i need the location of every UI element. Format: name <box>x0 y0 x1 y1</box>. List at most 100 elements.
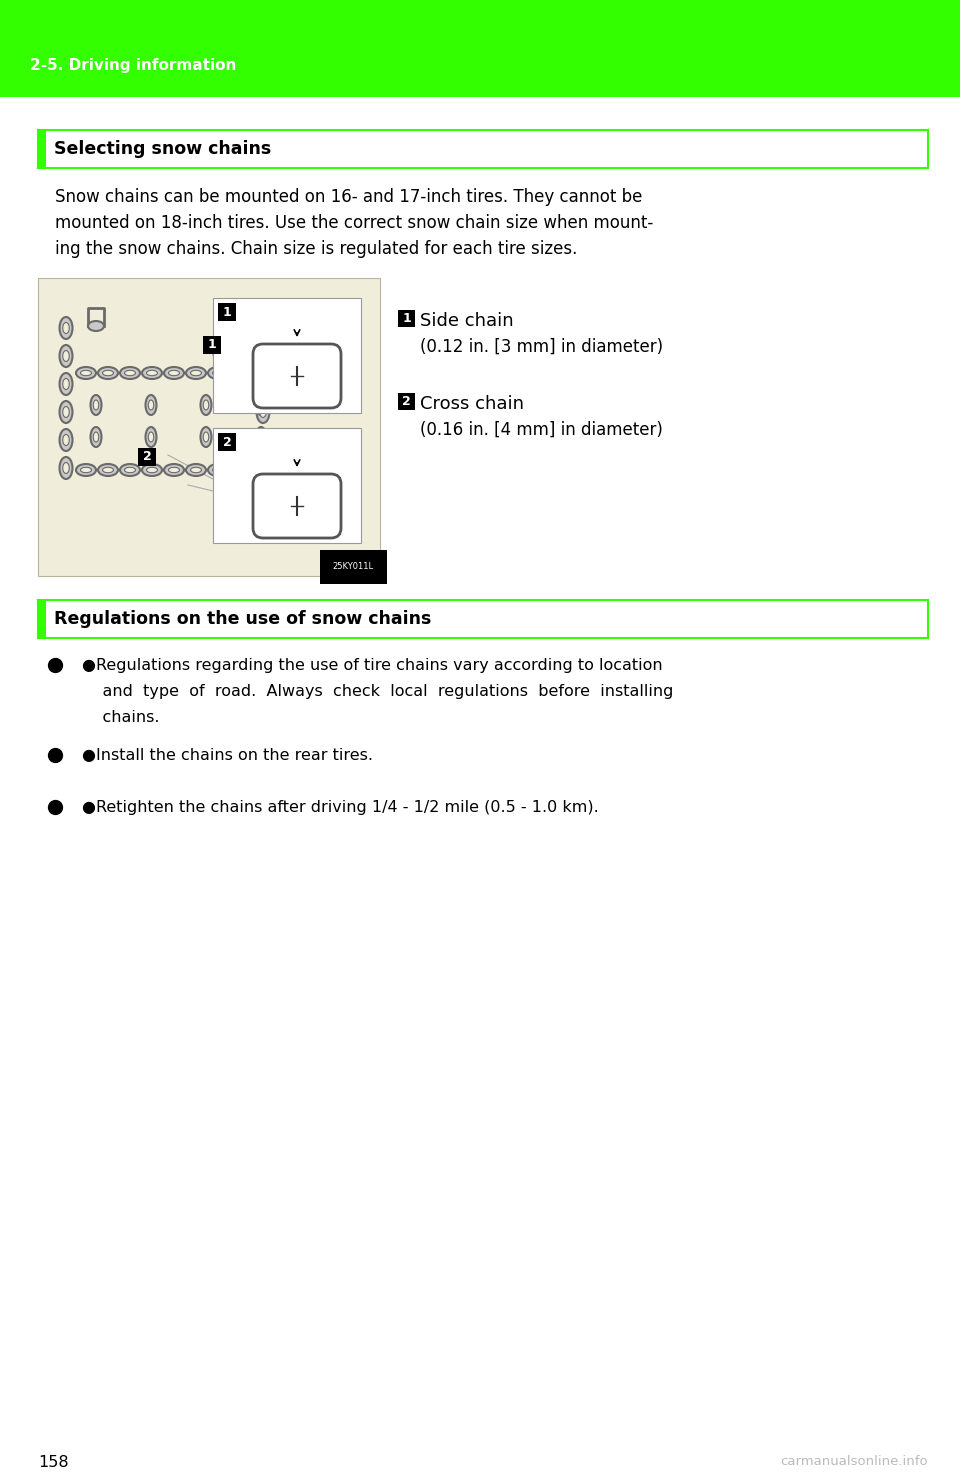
Ellipse shape <box>190 371 202 375</box>
Ellipse shape <box>260 350 266 362</box>
Ellipse shape <box>186 367 206 378</box>
Ellipse shape <box>60 401 73 423</box>
Ellipse shape <box>148 401 154 410</box>
Ellipse shape <box>81 467 91 473</box>
Ellipse shape <box>60 457 73 479</box>
Text: ●Retighten the chains after driving 1/4 - 1/2 mile (0.5 - 1.0 km).: ●Retighten the chains after driving 1/4 … <box>82 800 599 815</box>
Ellipse shape <box>260 378 266 389</box>
Ellipse shape <box>256 457 270 479</box>
Text: ●Install the chains on the rear tires.: ●Install the chains on the rear tires. <box>82 748 373 763</box>
Ellipse shape <box>164 464 184 476</box>
Ellipse shape <box>212 467 224 473</box>
Text: Side chain: Side chain <box>420 312 514 329</box>
Ellipse shape <box>260 435 266 445</box>
Text: 2-5. Driving information: 2-5. Driving information <box>30 58 236 73</box>
FancyBboxPatch shape <box>253 473 341 539</box>
Text: (0.12 in. [3 mm] in diameter): (0.12 in. [3 mm] in diameter) <box>420 338 663 356</box>
Text: ●Regulations regarding the use of tire chains vary according to location: ●Regulations regarding the use of tire c… <box>82 657 662 674</box>
Bar <box>218 303 236 321</box>
Text: Selecting snow chains: Selecting snow chains <box>54 139 272 157</box>
Ellipse shape <box>148 432 154 442</box>
Text: 1: 1 <box>223 306 231 319</box>
Ellipse shape <box>98 464 118 476</box>
Ellipse shape <box>186 464 206 476</box>
Ellipse shape <box>234 371 246 375</box>
Ellipse shape <box>93 401 99 410</box>
Ellipse shape <box>260 463 266 473</box>
Ellipse shape <box>201 427 211 447</box>
Ellipse shape <box>204 401 208 410</box>
Ellipse shape <box>204 432 208 442</box>
Ellipse shape <box>256 372 270 395</box>
Bar <box>138 448 156 466</box>
Ellipse shape <box>147 467 157 473</box>
Ellipse shape <box>230 367 250 378</box>
Text: 158: 158 <box>38 1454 68 1471</box>
Text: 1: 1 <box>402 312 411 325</box>
Ellipse shape <box>169 371 180 375</box>
Bar <box>203 335 221 355</box>
Bar <box>38 131 928 168</box>
Ellipse shape <box>90 427 102 447</box>
Ellipse shape <box>93 432 99 442</box>
Ellipse shape <box>90 395 102 416</box>
Ellipse shape <box>256 318 270 338</box>
Ellipse shape <box>146 395 156 416</box>
Bar <box>213 298 361 413</box>
Text: 2: 2 <box>143 451 152 463</box>
Ellipse shape <box>208 464 228 476</box>
Ellipse shape <box>60 344 73 367</box>
Ellipse shape <box>98 367 118 378</box>
Ellipse shape <box>201 395 211 416</box>
Ellipse shape <box>208 367 228 378</box>
Text: Snow chains can be mounted on 16- and 17-inch tires. They cannot be: Snow chains can be mounted on 16- and 17… <box>55 188 642 206</box>
Bar <box>398 310 415 326</box>
Text: Regulations on the use of snow chains: Regulations on the use of snow chains <box>54 610 431 628</box>
Ellipse shape <box>169 467 180 473</box>
Ellipse shape <box>255 395 267 416</box>
Ellipse shape <box>60 372 73 395</box>
Ellipse shape <box>258 401 264 410</box>
Ellipse shape <box>62 435 69 445</box>
Text: 25KY011L: 25KY011L <box>333 562 374 571</box>
Text: ing the snow chains. Chain size is regulated for each tire sizes.: ing the snow chains. Chain size is regul… <box>55 240 577 258</box>
Ellipse shape <box>142 464 162 476</box>
Bar <box>0 0 960 96</box>
Ellipse shape <box>258 432 264 442</box>
Ellipse shape <box>125 371 135 375</box>
Bar <box>38 131 46 168</box>
Bar <box>398 393 415 410</box>
Bar <box>38 600 928 638</box>
Text: and  type  of  road.  Always  check  local  regulations  before  installing: and type of road. Always check local reg… <box>82 684 673 699</box>
Ellipse shape <box>62 350 69 362</box>
Text: 1: 1 <box>207 338 216 352</box>
Text: mounted on 18-inch tires. Use the correct snow chain size when mount-: mounted on 18-inch tires. Use the correc… <box>55 214 653 232</box>
Ellipse shape <box>103 467 113 473</box>
Bar <box>38 600 46 638</box>
Bar <box>38 278 380 576</box>
Ellipse shape <box>88 321 104 331</box>
Ellipse shape <box>62 463 69 473</box>
Text: Cross chain: Cross chain <box>420 395 524 413</box>
Ellipse shape <box>103 371 113 375</box>
Ellipse shape <box>256 401 270 423</box>
Ellipse shape <box>256 344 270 367</box>
Bar <box>218 433 236 451</box>
Ellipse shape <box>260 322 266 334</box>
Text: (0.16 in. [4 mm] in diameter): (0.16 in. [4 mm] in diameter) <box>420 421 662 439</box>
Ellipse shape <box>62 407 69 417</box>
Text: 2: 2 <box>223 435 231 448</box>
Ellipse shape <box>256 429 270 451</box>
Text: carmanualsonline.info: carmanualsonline.info <box>780 1454 928 1468</box>
Ellipse shape <box>255 427 267 447</box>
Ellipse shape <box>120 464 140 476</box>
Ellipse shape <box>62 322 69 334</box>
Ellipse shape <box>60 429 73 451</box>
Ellipse shape <box>120 367 140 378</box>
Text: 2: 2 <box>402 395 411 408</box>
Ellipse shape <box>76 367 96 378</box>
Ellipse shape <box>147 371 157 375</box>
Bar <box>213 427 361 543</box>
Ellipse shape <box>164 367 184 378</box>
Ellipse shape <box>62 378 69 389</box>
